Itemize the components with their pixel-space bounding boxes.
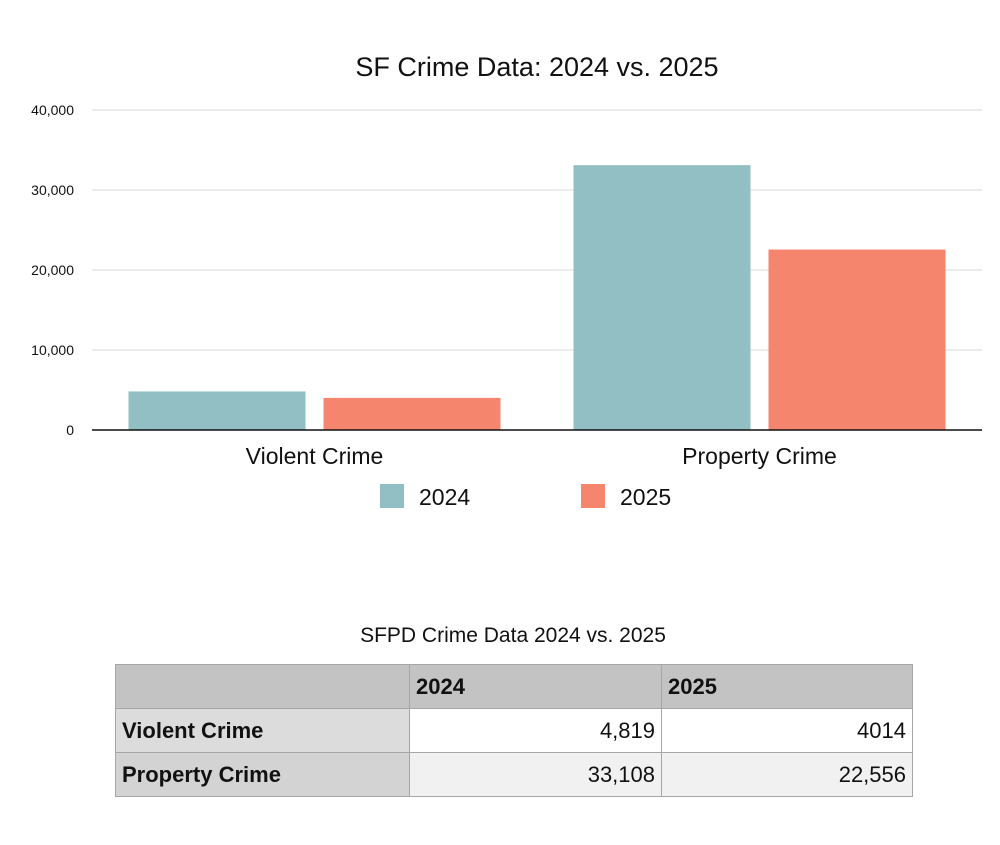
legend-label-2024: 2024 [419, 484, 470, 510]
bar-2024-property-crime [573, 165, 751, 431]
table-row: Violent Crime 4,819 4014 [115, 708, 913, 753]
table-row: Property Crime 33,108 22,556 [115, 752, 913, 797]
table-cell: 4,819 [409, 708, 662, 753]
chart-title: SF Crime Data: 2024 vs. 2025 [355, 52, 718, 82]
bar-chart: SF Crime Data: 2024 vs. 2025 0 10,000 20,0… [31, 52, 982, 510]
y-tick-label: 20,000 [31, 262, 74, 278]
table-cell: 33,108 [409, 752, 662, 797]
table-header-2024: 2024 [409, 664, 662, 709]
table-cell: 22,556 [661, 752, 913, 797]
table-header-corner [115, 664, 410, 709]
bar-2024-violent-crime [128, 391, 306, 430]
y-tick-label: 40,000 [31, 102, 74, 118]
row-label: Property Crime [115, 752, 410, 797]
legend-swatch-2025 [581, 484, 605, 508]
x-category-label: Property Crime [682, 443, 837, 469]
table-title: SFPD Crime Data 2024 vs. 2025 [360, 624, 666, 647]
table-header-2025: 2025 [661, 664, 913, 709]
row-label: Violent Crime [115, 708, 410, 753]
bar-2025-property-crime [768, 249, 946, 430]
legend-swatch-2024 [380, 484, 404, 508]
y-tick-label: 0 [66, 422, 74, 438]
table-cell: 4014 [661, 708, 913, 753]
bar-2025-violent-crime [323, 397, 501, 430]
y-tick-label: 10,000 [31, 342, 74, 358]
legend-label-2025: 2025 [620, 484, 671, 510]
table-header-row: 2024 2025 [115, 664, 913, 709]
x-category-label: Violent Crime [246, 443, 384, 469]
data-table: 2024 2025 Violent Crime 4,819 4014 Prope… [115, 664, 913, 797]
y-tick-label: 30,000 [31, 182, 74, 198]
